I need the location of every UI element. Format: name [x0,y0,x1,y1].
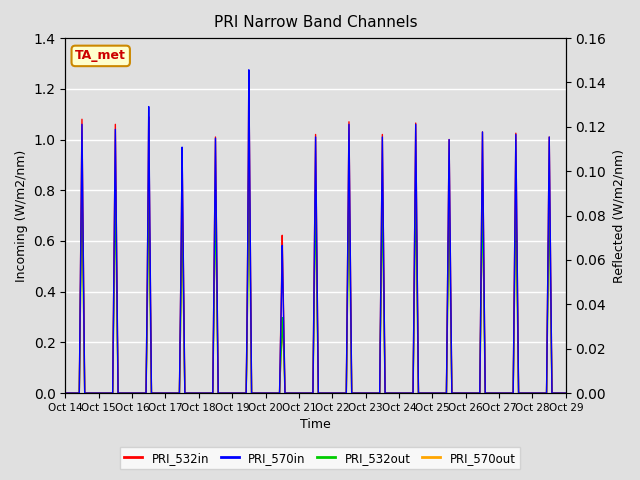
X-axis label: Time: Time [300,419,331,432]
Y-axis label: Incoming (W/m2/nm): Incoming (W/m2/nm) [15,149,28,282]
Title: PRI Narrow Band Channels: PRI Narrow Band Channels [214,15,417,30]
Legend: PRI_532in, PRI_570in, PRI_532out, PRI_570out: PRI_532in, PRI_570in, PRI_532out, PRI_57… [120,447,520,469]
Text: TA_met: TA_met [76,49,126,62]
Y-axis label: Reflected (W/m2/nm): Reflected (W/m2/nm) [612,149,625,283]
